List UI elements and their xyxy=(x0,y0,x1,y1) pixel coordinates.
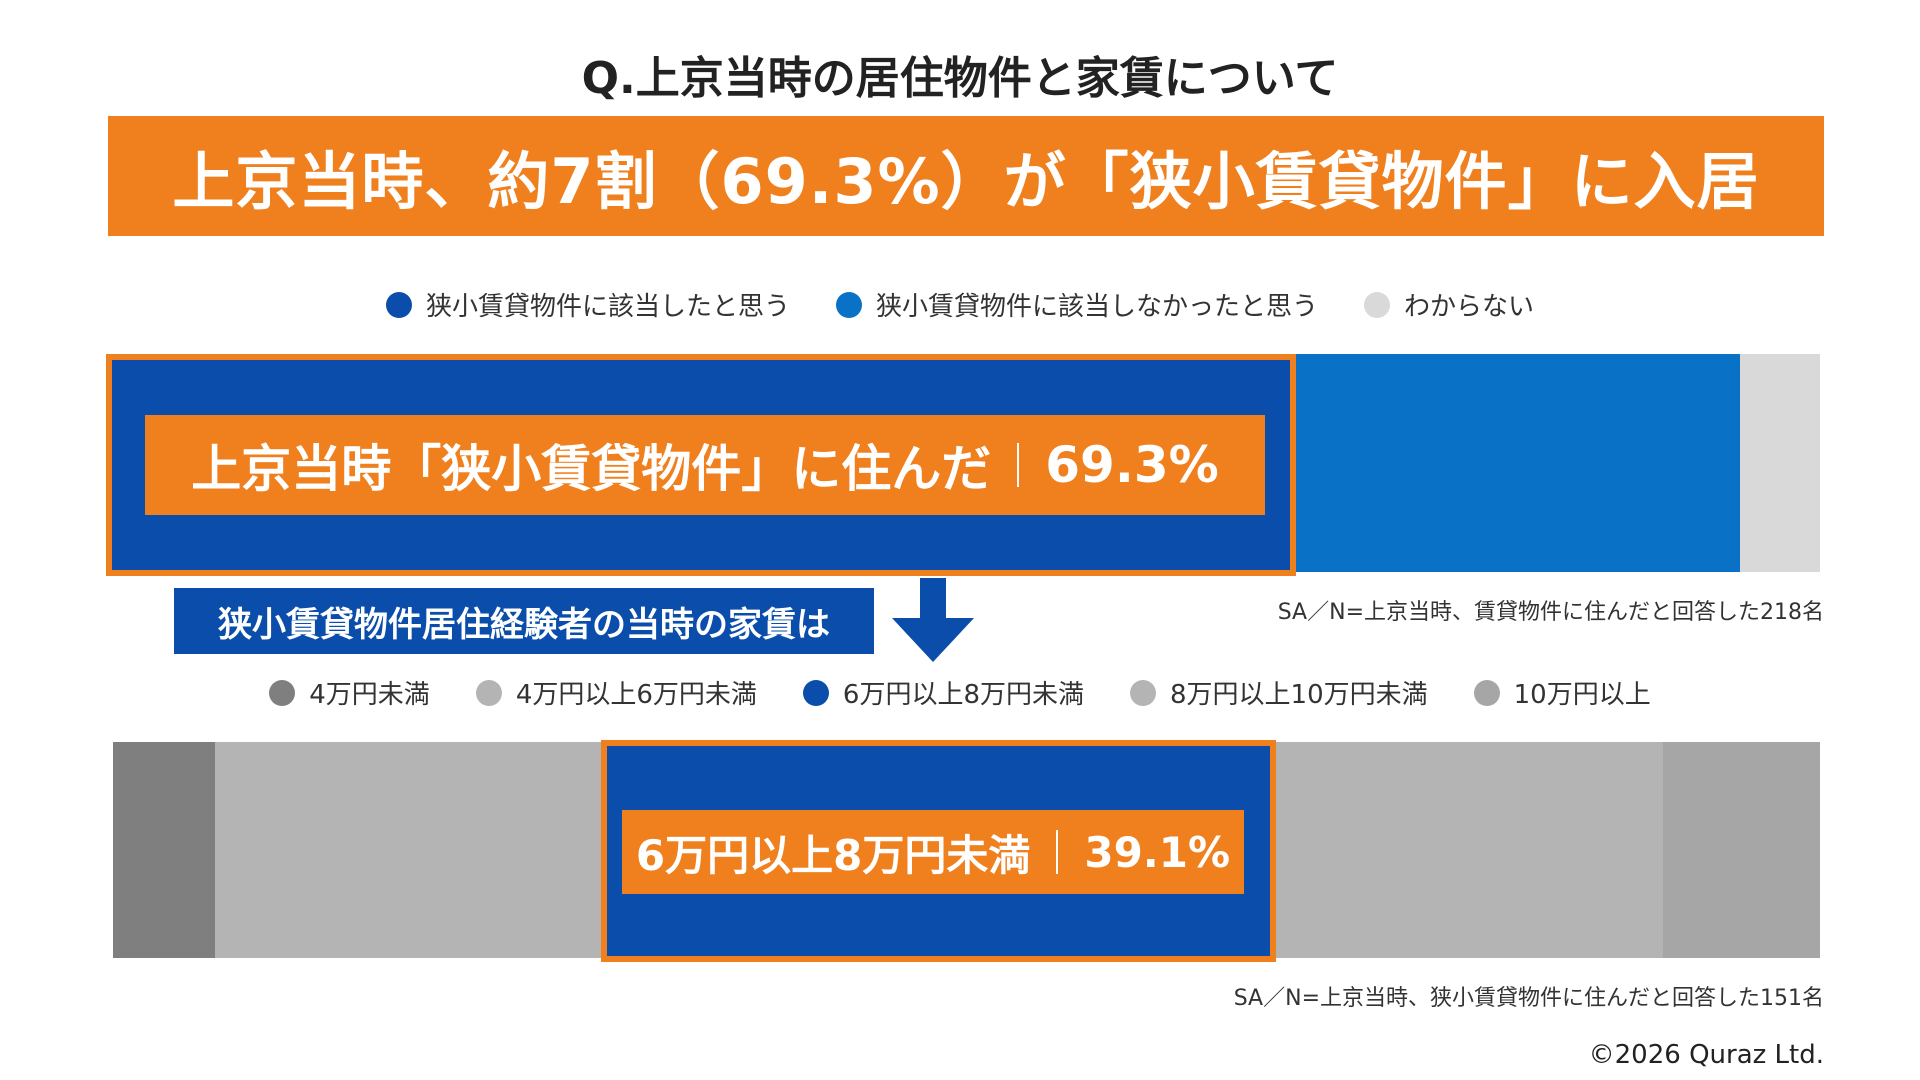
legend-label: 6万円以上8万円未満 xyxy=(842,680,1084,710)
legend-swatch-icon xyxy=(802,679,829,706)
legend-item: 狭小賃貸物件に該当しなかったと思う xyxy=(835,286,1318,323)
legend-swatch-icon xyxy=(835,291,862,318)
chart1-callout: 上京当時「狭小賃貸物件」に住んだ 69.3% xyxy=(145,415,1265,515)
bar-segment xyxy=(1294,354,1740,572)
legend-item: 6万円以上8万円未満 xyxy=(802,674,1084,711)
chart2-callout-value: 39.1% xyxy=(1084,827,1231,877)
legend-label: 4万円以上6万円未満 xyxy=(515,680,757,710)
bar-segment xyxy=(1662,742,1820,958)
question-title: Q.上京当時の居住物件と家賃について xyxy=(581,53,1339,104)
bar-segment xyxy=(1739,354,1820,572)
legend-item: 4万円以上6万円未満 xyxy=(475,674,757,711)
legend-swatch-icon xyxy=(269,679,296,706)
chart1-legend: 狭小賃貸物件に該当したと思う 狭小賃貸物件に該当しなかったと思う わからない xyxy=(0,286,1920,323)
chart2-callout-label: 6万円以上8万円未満 xyxy=(635,830,1031,880)
legend-item: 狭小賃貸物件に該当したと思う xyxy=(385,286,790,323)
legend-label: 狭小賃貸物件に該当したと思う xyxy=(425,292,790,322)
chart1-callout-label: 上京当時「狭小賃貸物件」に住んだ xyxy=(191,440,992,498)
legend-label: 10万円以上 xyxy=(1513,680,1651,710)
chart2-bar xyxy=(113,742,1820,958)
legend-item: わからない xyxy=(1364,286,1534,323)
chart2-note: SA／N=上京当時、狭小賃貸物件に住んだと回答した151名 xyxy=(1233,986,1824,1011)
legend-swatch-icon xyxy=(1364,291,1390,318)
chart1-callout-value: 69.3% xyxy=(1045,436,1219,494)
legend-swatch-icon xyxy=(475,679,502,706)
chart2-callout: 6万円以上8万円未満 39.1% xyxy=(622,810,1244,894)
legend-label: 4万円未満 xyxy=(309,680,430,710)
headline-text: 上京当時、約7割（69.3%）が「狭小賃貸物件」に入居 xyxy=(172,145,1760,218)
chart2-legend: 4万円未満 4万円以上6万円未満 6万円以上8万円未満 8万円以上10万円未満 10万円… xyxy=(0,674,1920,711)
legend-label: わからない xyxy=(1404,292,1535,322)
headline-banner: 上京当時、約7割（69.3%）が「狭小賃貸物件」に入居 xyxy=(108,116,1824,236)
legend-item: 10万円以上 xyxy=(1473,674,1651,711)
legend-item: 4万円未満 xyxy=(269,674,430,711)
legend-swatch-icon xyxy=(385,291,412,318)
down-arrow-icon xyxy=(892,578,974,662)
legend-item: 8万円以上10万円未満 xyxy=(1130,674,1428,711)
bar-segment xyxy=(1272,742,1663,958)
callout-separator xyxy=(1056,830,1059,874)
chart1-highlight-frame xyxy=(106,354,1297,576)
legend-swatch-icon xyxy=(1130,679,1156,706)
rent-subheading: 狭小賃貸物件居住経験者の当時の家賃は xyxy=(174,588,874,654)
legend-label: 8万円以上10万円未満 xyxy=(1170,680,1428,710)
bar-segment xyxy=(113,742,216,958)
legend-label: 狭小賃貸物件に該当しなかったと思う xyxy=(875,292,1318,322)
copyright: ©2026 Quraz Ltd. xyxy=(1588,1040,1824,1070)
chart1-note: SA／N=上京当時、賃貸物件に住んだと回答した218名 xyxy=(1277,600,1824,625)
legend-swatch-icon xyxy=(1473,679,1500,706)
bar-segment xyxy=(215,742,605,958)
callout-separator xyxy=(1017,443,1020,487)
chart2-highlight-frame xyxy=(600,740,1277,962)
